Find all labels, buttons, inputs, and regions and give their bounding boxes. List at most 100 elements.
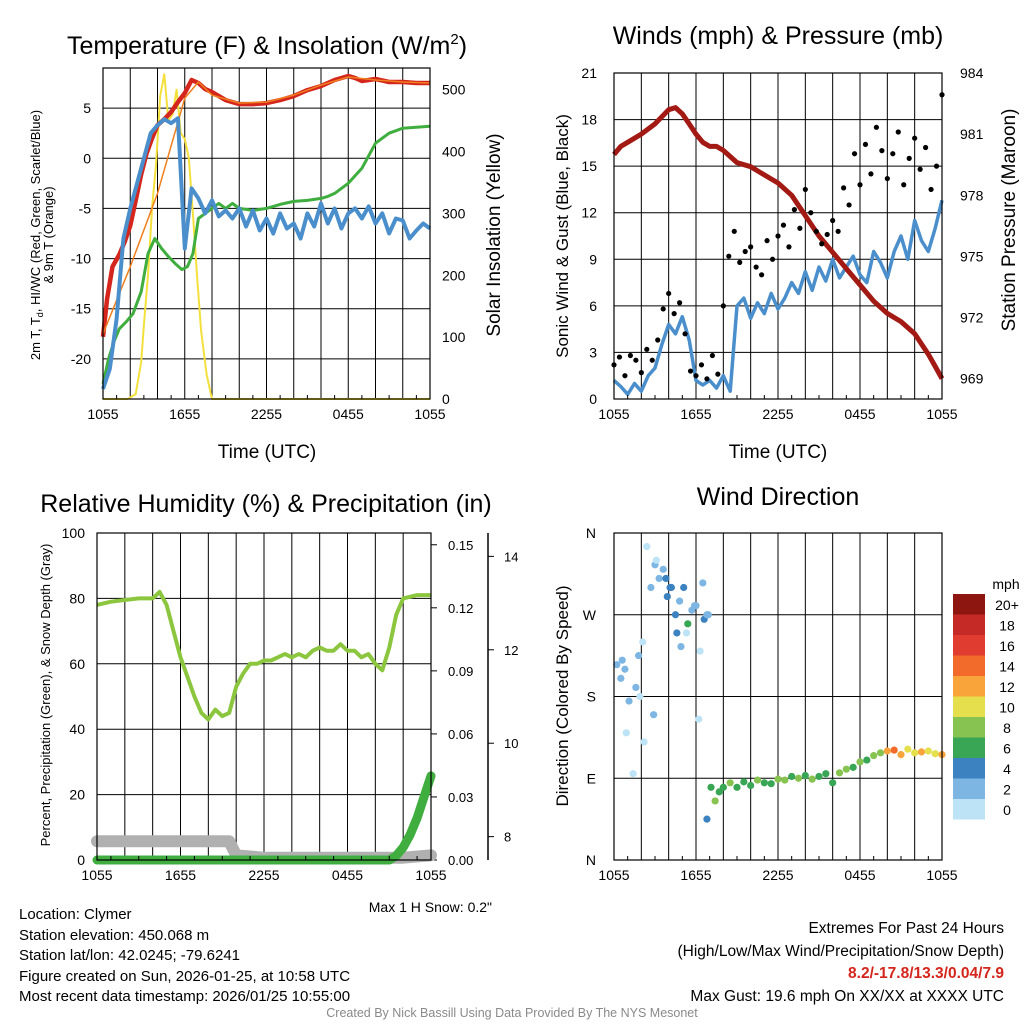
direction-point	[671, 611, 680, 619]
rh-xtick: 1055	[81, 867, 112, 883]
insolation-ytick: 500	[442, 82, 466, 98]
series-dewpoint	[101, 124, 431, 385]
direction-point	[849, 763, 857, 771]
dir-ytick: S	[587, 689, 596, 705]
extremes-box: Extremes For Past 24 Hours (High/Low/Max…	[678, 918, 1005, 1008]
rh-ytick: 20	[69, 787, 85, 803]
direction-point	[911, 749, 919, 757]
temp-ytick: -15	[71, 301, 91, 317]
gust-point	[933, 163, 940, 169]
wind-ytick: 15	[581, 158, 597, 174]
winds-panel: Winds (mph) & Pressure (mb) Time (UTC) S…	[553, 22, 1020, 463]
direction-point	[829, 779, 837, 787]
rh-xtick: 2255	[248, 867, 279, 883]
legend-swatch	[953, 594, 985, 615]
temp-xtick: 2255	[251, 406, 282, 422]
direction-point	[659, 565, 667, 573]
max-snow-note: Max 1 H Snow: 0.2"	[369, 899, 492, 915]
direction-point	[753, 776, 762, 784]
direction-point	[663, 592, 671, 601]
direction-point	[650, 711, 658, 719]
gust-point	[649, 357, 655, 363]
legend-swatch	[953, 614, 985, 635]
precip-ytick: 0.03	[448, 790, 473, 805]
gust-point	[857, 182, 863, 188]
wind-frame	[613, 72, 943, 400]
gust-point	[698, 362, 705, 368]
winds-ylabel: Sonic Wind & Gust (Blue, Black)	[553, 114, 572, 358]
insolation-ytick: 0	[442, 391, 450, 407]
direction-point	[747, 781, 755, 790]
gust-point	[616, 354, 623, 360]
insolation-ytick: 400	[442, 144, 466, 160]
direction-point	[618, 656, 626, 664]
gust-point	[917, 166, 923, 172]
direction-point	[733, 783, 741, 791]
direction-point	[719, 783, 727, 791]
pressure-ylabel: Station Pressure (Maroon)	[999, 109, 1020, 332]
legend-swatch	[953, 758, 985, 779]
series-wind	[612, 199, 944, 397]
direction-point	[842, 765, 850, 773]
direction-panel: Wind Direction Direction (Colored By Spe…	[553, 483, 1020, 883]
precip-ytick: 0.12	[448, 601, 473, 616]
precip-ytick: 0.06	[448, 727, 473, 742]
legend-label: 20+	[995, 597, 1019, 613]
pressure-ytick: 984	[960, 65, 984, 81]
gust-point	[868, 171, 874, 177]
direction-point	[815, 772, 823, 781]
direction-point	[707, 783, 715, 791]
humidity-panel: Relative Humidity (%) & Precipitation (i…	[38, 490, 518, 915]
gust-point	[890, 151, 896, 157]
wind-ytick: 18	[581, 112, 597, 128]
gust-point	[748, 244, 754, 250]
wind-xtick: 1055	[598, 406, 629, 422]
gust-point	[709, 352, 716, 359]
precip-ytick: 0.09	[448, 664, 473, 679]
wind-xtick: 1055	[926, 406, 957, 422]
gust-point	[830, 217, 836, 224]
direction-point	[711, 797, 719, 805]
direction-point	[870, 751, 878, 760]
station-elevation: Station elevation: 450.068 m	[19, 926, 210, 944]
rh-ytick: 100	[62, 525, 86, 541]
temperature-panel: Temperature (F) & Insolation (W/m2) Time…	[28, 31, 505, 463]
legend-label: 12	[999, 679, 1015, 695]
gust-point	[846, 202, 852, 208]
direction-point	[622, 729, 630, 737]
direction-point	[876, 749, 885, 757]
legend-swatch	[953, 655, 985, 676]
temp-xtick: 1055	[414, 406, 445, 422]
direction-point	[677, 642, 685, 651]
rh-xtick: 1655	[165, 867, 196, 883]
rh-ytick: 60	[69, 656, 85, 672]
gust-point	[715, 371, 721, 377]
wind-xtick: 0455	[844, 406, 875, 422]
legend-label: 2	[1003, 782, 1011, 798]
extremes-values: 8.2/-17.8/13.3/0.04/7.9	[848, 965, 1004, 982]
wind-xtick: 1655	[680, 406, 711, 422]
pressure-ytick: 972	[960, 310, 984, 326]
rh-ytick: 80	[69, 590, 85, 606]
gust-point	[682, 331, 688, 337]
snow-ytick: 10	[504, 736, 518, 751]
series-temp9m	[102, 76, 431, 335]
legend-swatch	[953, 717, 985, 738]
direction-point	[904, 745, 912, 753]
direction-point	[726, 779, 734, 787]
gust-point	[802, 186, 808, 193]
dir-xtick: 1055	[598, 867, 629, 883]
winds-xlabel: Time (UTC)	[729, 442, 828, 463]
rh-xtick: 1055	[415, 867, 446, 883]
gust-point	[884, 175, 890, 182]
gust-point	[775, 233, 781, 239]
direction-point	[636, 692, 644, 701]
gust-point	[769, 256, 776, 262]
pressure-ytick: 981	[960, 126, 984, 142]
direction-point	[883, 747, 891, 755]
max-gust: Max Gust: 19.6 mph On XX/XX at XXXX UTC	[690, 987, 1004, 1005]
gust-point	[737, 259, 743, 265]
legend-label: 14	[999, 659, 1015, 675]
precip-ytick: 0.15	[448, 538, 473, 553]
direction-point	[635, 652, 643, 660]
